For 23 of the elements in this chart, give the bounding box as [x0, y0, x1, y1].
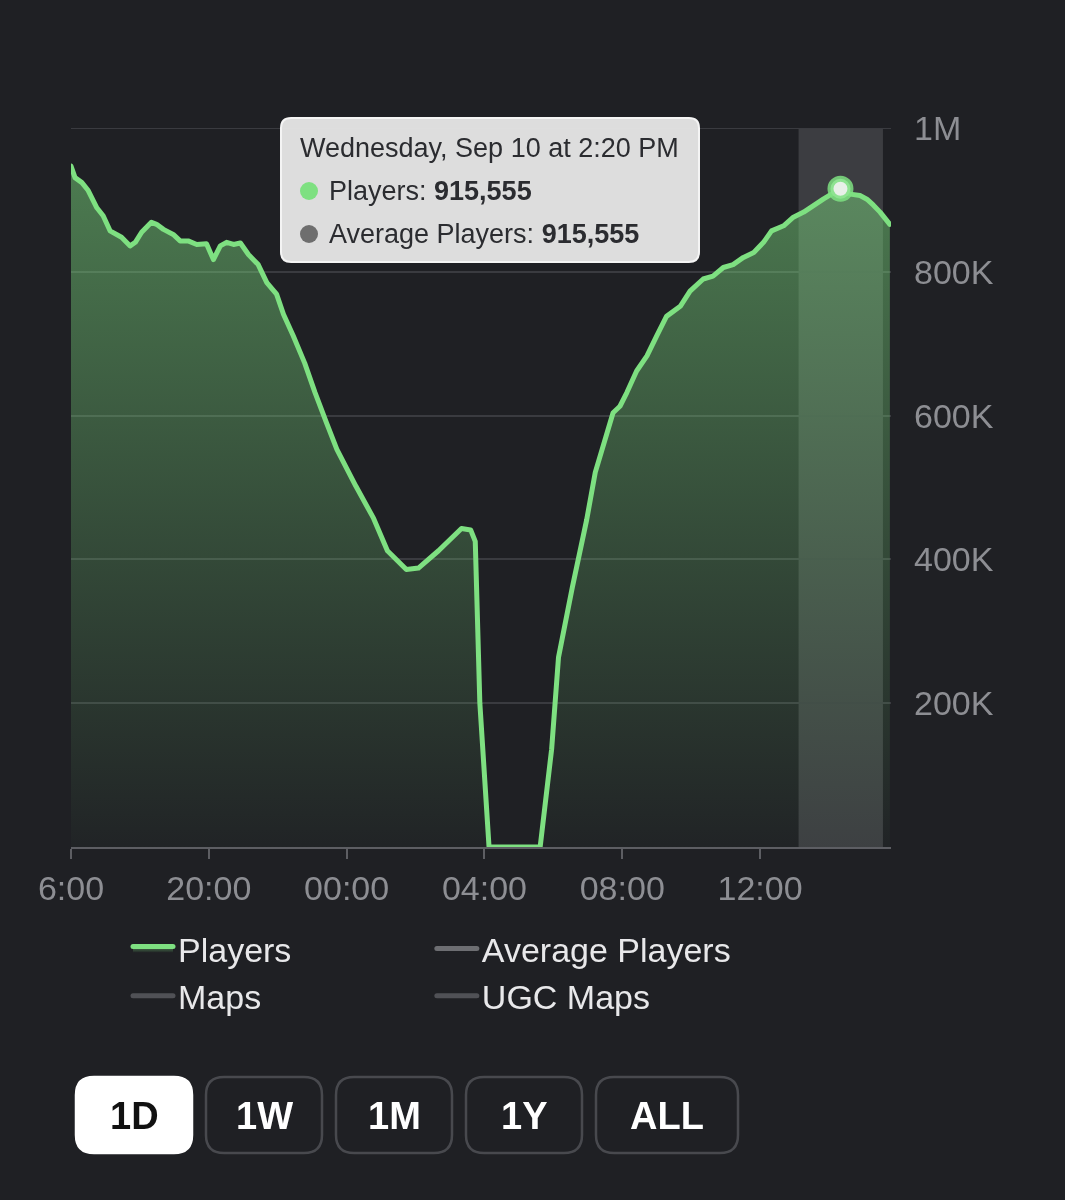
y-tick-label: 600K	[914, 396, 994, 435]
annotation: Average Players: 915,555	[329, 219, 640, 249]
annotation: Players: 915,555	[329, 176, 532, 206]
text: ALL	[630, 1095, 704, 1137]
x-tick-label: 12:00	[717, 868, 803, 907]
x-tick-label: 20:00	[166, 868, 252, 907]
legend-label: UGC Maps	[481, 978, 650, 1017]
y-tick-label: 800K	[914, 252, 994, 291]
annotation: Wednesday, Sep 10 at 2:20 PM	[300, 133, 679, 163]
y-tick-label: 400K	[914, 540, 994, 579]
text: 1M	[368, 1095, 421, 1137]
text: 1W	[236, 1095, 294, 1137]
y-tick-label: 1M	[914, 108, 962, 147]
x-tick-label: 04:00	[441, 868, 527, 907]
x-tick-label: 00:00	[304, 868, 390, 907]
legend-label: Maps	[178, 978, 262, 1017]
text: 1Y	[501, 1095, 548, 1137]
legend-label: Average Players	[481, 930, 731, 969]
x-tick-label: 6:00	[37, 868, 105, 907]
text: 1D	[110, 1095, 159, 1137]
y-tick-label: 200K	[914, 684, 994, 723]
legend-label: Players	[178, 930, 292, 969]
x-tick-label: 08:00	[579, 868, 665, 907]
